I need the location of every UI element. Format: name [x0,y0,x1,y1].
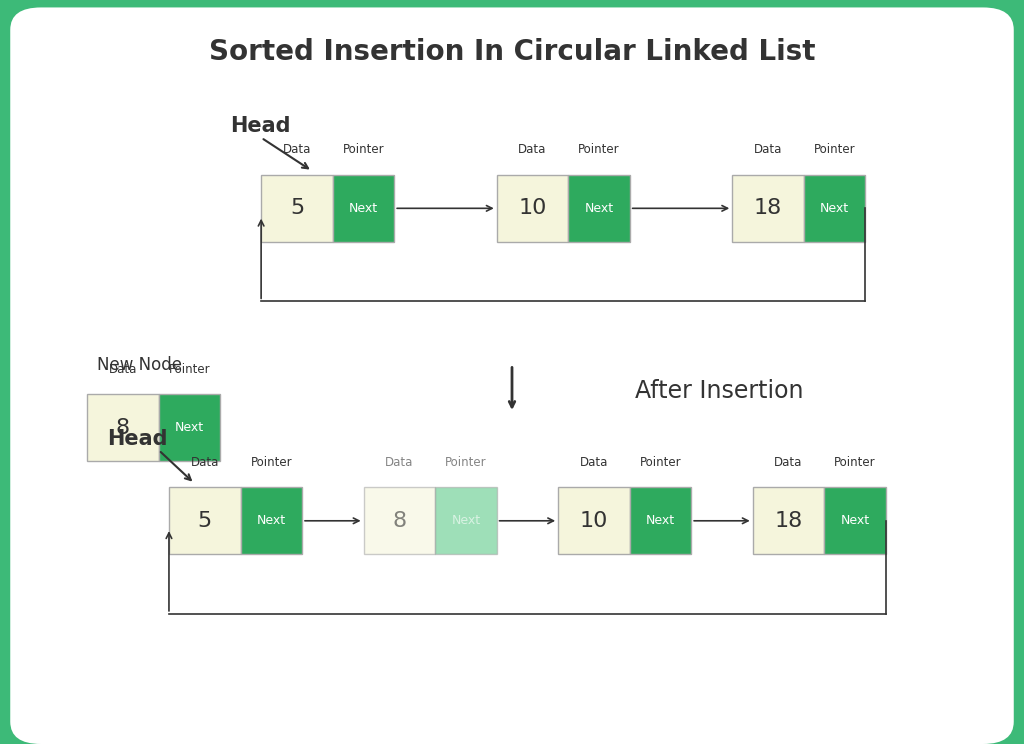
FancyBboxPatch shape [753,487,824,554]
Text: Pointer: Pointer [640,456,681,469]
FancyBboxPatch shape [364,487,435,554]
Text: Sorted Insertion In Circular Linked List: Sorted Insertion In Circular Linked List [209,38,815,66]
FancyBboxPatch shape [241,487,302,554]
FancyBboxPatch shape [630,487,691,554]
Text: Pointer: Pointer [835,456,876,469]
Text: Data: Data [774,456,803,469]
FancyBboxPatch shape [732,175,804,242]
FancyBboxPatch shape [804,175,865,242]
Text: 8: 8 [392,511,407,530]
Text: Data: Data [385,456,414,469]
Text: Pointer: Pointer [251,456,292,469]
Text: Pointer: Pointer [169,363,210,376]
FancyBboxPatch shape [169,487,241,554]
Text: Data: Data [754,144,782,156]
Text: Next: Next [646,514,675,527]
FancyBboxPatch shape [159,394,220,461]
Text: 10: 10 [580,511,608,530]
FancyBboxPatch shape [824,487,886,554]
Text: Next: Next [175,421,204,434]
Text: Next: Next [349,202,378,215]
Text: Data: Data [283,144,311,156]
Text: Next: Next [820,202,849,215]
Text: Pointer: Pointer [343,144,384,156]
Text: New Node: New Node [97,356,182,373]
Text: After Insertion: After Insertion [635,379,804,403]
Text: Next: Next [841,514,869,527]
Text: Data: Data [190,456,219,469]
Text: 18: 18 [754,199,782,218]
FancyBboxPatch shape [333,175,394,242]
FancyBboxPatch shape [87,394,159,461]
Text: Data: Data [580,456,608,469]
Text: Pointer: Pointer [579,144,620,156]
FancyBboxPatch shape [558,487,630,554]
Text: Pointer: Pointer [814,144,855,156]
Text: Next: Next [257,514,286,527]
Text: 8: 8 [116,418,130,437]
Text: Data: Data [109,363,137,376]
FancyBboxPatch shape [568,175,630,242]
FancyBboxPatch shape [10,7,1014,744]
FancyBboxPatch shape [497,175,568,242]
Text: Next: Next [452,514,480,527]
Text: Data: Data [518,144,547,156]
Text: Head: Head [108,429,168,449]
Text: Pointer: Pointer [445,456,486,469]
Text: 10: 10 [518,199,547,218]
FancyBboxPatch shape [435,487,497,554]
Text: 5: 5 [198,511,212,530]
Text: Head: Head [230,117,291,136]
Text: 18: 18 [774,511,803,530]
Text: 5: 5 [290,199,304,218]
FancyBboxPatch shape [261,175,333,242]
Text: Next: Next [585,202,613,215]
